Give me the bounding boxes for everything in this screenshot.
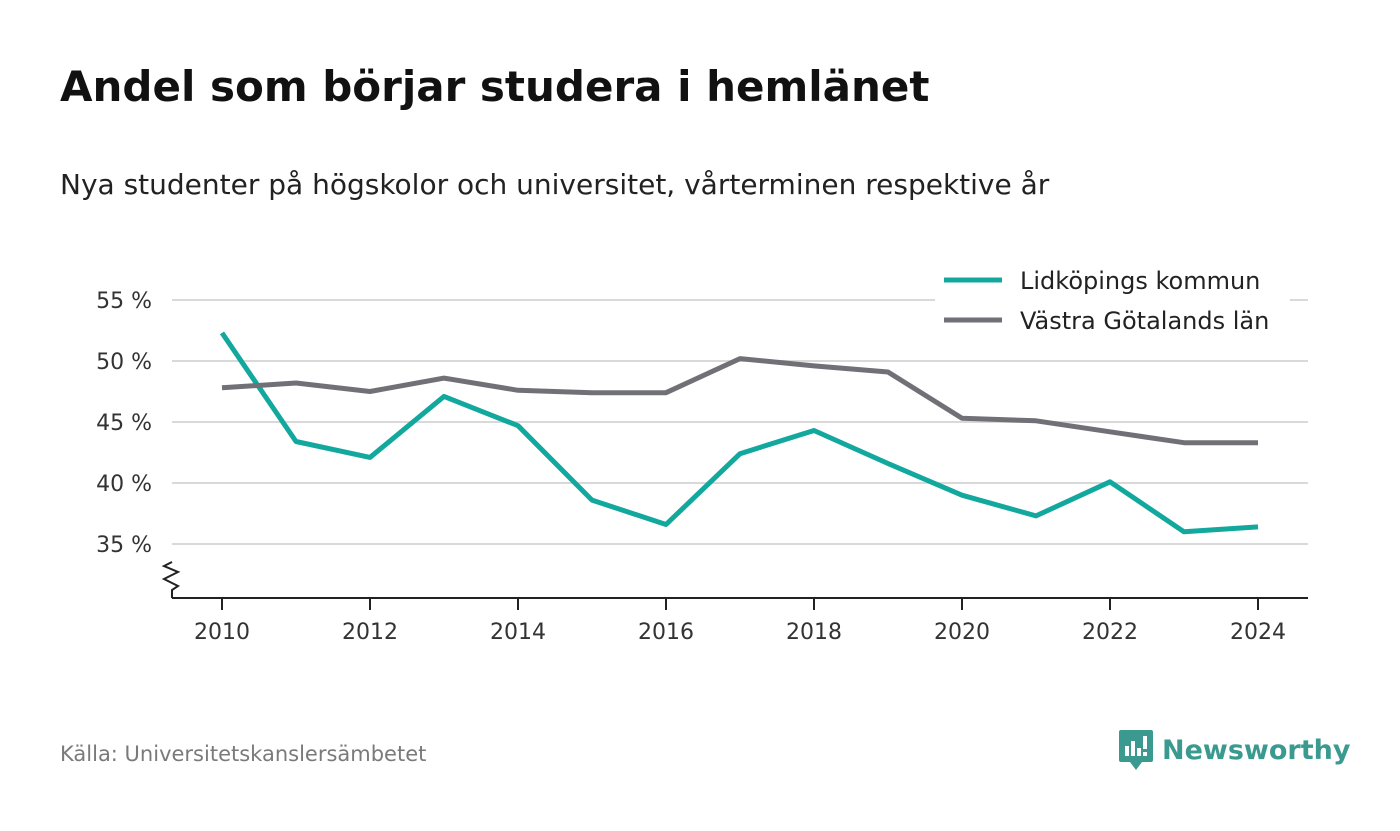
x-tick-label: 2018 [786,620,842,645]
newsworthy-chart-bubble-icon [1119,730,1153,770]
series-lines [219,331,1259,535]
axes: 35 % 40 % 45 % 50 % 55 % 2010 2012 2014 2016 2018… [96,289,1308,645]
legend-label: Västra Götalands län [1020,307,1269,335]
y-tick-label: 35 % [96,533,152,558]
chart-title: Andel som börjar studera i hemlänet [60,62,930,111]
series-line-1 [221,356,1258,446]
brand-name: Newsworthy [1162,734,1351,766]
source-note: Källa: Universitetskanslersämbetet [60,742,427,766]
x-tick-label: 2012 [342,620,398,645]
legend-label: Lidköpings kommun [1020,267,1260,295]
y-tick-label: 55 % [96,289,152,314]
legend: Lidköpings kommun Västra Götalands län [935,262,1290,342]
y-tick-label: 50 % [96,350,152,375]
chart-subtitle: Nya studenter på högskolor och universit… [60,168,1050,201]
series-line-0 [219,331,1259,535]
x-tick-label: 2016 [638,620,694,645]
y-tick-label: 40 % [96,472,152,497]
y-tick-label: 45 % [96,411,152,436]
x-tick-label: 2010 [194,620,250,645]
y-axis-break-icon [161,561,181,598]
x-tick-label: 2020 [934,620,990,645]
x-tick-label: 2014 [490,620,546,645]
x-tick-label: 2024 [1230,620,1286,645]
brand-logo: Newsworthy [1118,728,1350,772]
x-tick-label: 2022 [1082,620,1138,645]
legend-background [935,262,1290,342]
